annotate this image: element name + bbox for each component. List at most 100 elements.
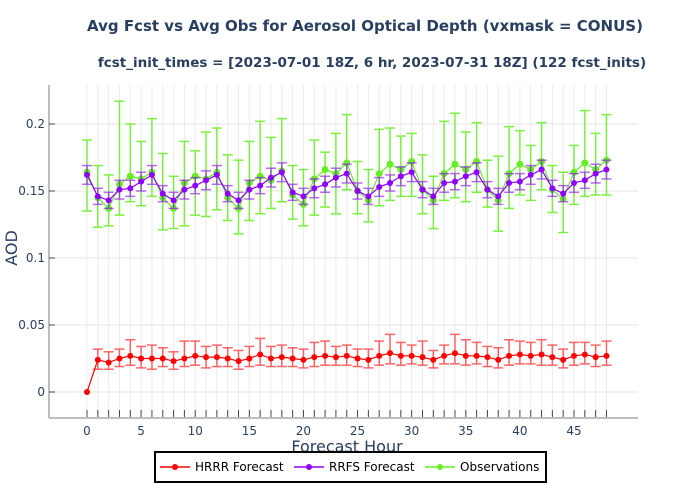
data-point-rrfs — [527, 171, 534, 178]
error-bar-hrrr — [449, 333, 460, 365]
data-point-rrfs — [235, 197, 242, 204]
x-tick-label: 35 — [458, 424, 473, 438]
data-point-rrfs — [267, 174, 274, 181]
data-point-hrrr — [181, 355, 188, 362]
data-point-rrfs — [127, 185, 134, 192]
data-point-hrrr — [148, 355, 155, 362]
data-point-rrfs — [343, 170, 350, 177]
x-tick-label: 0 — [83, 424, 91, 438]
error-bar-hrrr — [125, 338, 136, 366]
data-point-rrfs — [441, 179, 448, 186]
x-tick-label: 15 — [242, 424, 257, 438]
data-point-rrfs — [84, 171, 90, 178]
legend-marker-rrfs — [306, 464, 312, 470]
x-tick-label: 45 — [566, 424, 581, 438]
error-bar-hrrr — [460, 338, 471, 366]
data-point-rrfs — [138, 178, 145, 185]
data-point-rrfs — [213, 171, 220, 178]
data-point-hrrr — [527, 352, 534, 359]
data-point-rrfs — [506, 179, 513, 186]
data-point-rrfs — [170, 197, 177, 204]
data-point-rrfs — [397, 173, 404, 180]
data-point-hrrr — [603, 352, 610, 359]
x-tick-label: 20 — [296, 424, 311, 438]
y-axis-title: AOD — [2, 230, 21, 266]
data-point-rrfs — [300, 193, 307, 200]
error-bar-observations — [601, 113, 612, 196]
data-point-observations — [375, 170, 383, 178]
x-tick-label: 25 — [350, 424, 365, 438]
data-point-hrrr — [332, 354, 339, 361]
y-ticks: 0 0.05 0.1 0.15 0.2 — [18, 117, 55, 399]
data-point-observations — [386, 160, 394, 168]
series-rrfs — [82, 159, 612, 210]
data-point-hrrr — [419, 354, 426, 361]
data-point-rrfs — [116, 186, 123, 193]
data-point-hrrr — [116, 355, 123, 362]
data-point-rrfs — [451, 178, 458, 185]
data-point-hrrr — [473, 352, 480, 359]
data-point-rrfs — [581, 177, 588, 184]
legend: HRRR Forecast RRFS Forecast Observations — [154, 451, 547, 483]
data-point-hrrr — [376, 352, 383, 359]
data-point-rrfs — [387, 179, 394, 186]
data-point-rrfs — [549, 185, 556, 192]
legend-item-rrfs[interactable]: RRFS Forecast — [294, 460, 415, 474]
data-point-rrfs — [419, 186, 426, 193]
data-point-hrrr — [257, 351, 264, 358]
data-point-rrfs — [538, 166, 545, 173]
x-ticks: 0 5 10 15 20 25 30 35 40 45 — [83, 410, 607, 438]
legend-item-hrrr[interactable]: HRRR Forecast — [160, 460, 284, 474]
data-point-rrfs — [473, 169, 480, 176]
x-tick-label: 30 — [404, 424, 419, 438]
data-point-rrfs — [257, 182, 264, 189]
error-bar-hrrr — [504, 338, 515, 366]
y-tick-label: 0.05 — [18, 318, 45, 332]
data-point-rrfs — [560, 190, 567, 197]
data-point-hrrr — [343, 352, 350, 359]
data-point-rrfs — [430, 193, 437, 200]
data-point-hrrr — [278, 354, 285, 361]
legend-label-rrfs: RRFS Forecast — [329, 460, 415, 474]
data-point-hrrr — [267, 355, 274, 362]
data-point-hrrr — [311, 354, 318, 361]
error-bar-observations — [504, 125, 515, 210]
data-point-hrrr — [224, 355, 231, 362]
data-point-hrrr — [105, 359, 112, 366]
x-tick-label: 5 — [137, 424, 145, 438]
data-point-hrrr — [538, 351, 545, 358]
data-point-hrrr — [235, 358, 242, 365]
error-bar-observations — [255, 120, 266, 215]
error-bar-hrrr — [417, 340, 428, 366]
data-point-rrfs — [224, 190, 231, 197]
data-point-rrfs — [148, 171, 155, 178]
data-point-hrrr — [138, 355, 145, 362]
data-point-rrfs — [311, 185, 318, 192]
data-point-hrrr — [560, 356, 567, 363]
data-point-rrfs — [246, 186, 253, 193]
data-point-hrrr — [246, 355, 253, 362]
data-point-hrrr — [495, 356, 502, 363]
data-point-hrrr — [506, 352, 513, 359]
data-point-rrfs — [289, 189, 296, 196]
data-point-rrfs — [192, 182, 199, 189]
data-point-rrfs — [462, 173, 469, 180]
x-tick-label: 40 — [512, 424, 527, 438]
data-point-observations — [321, 166, 329, 174]
y-tick-label: 0.2 — [26, 117, 45, 131]
data-point-hrrr — [592, 354, 599, 361]
data-point-hrrr — [365, 356, 372, 363]
data-point-hrrr — [441, 352, 448, 359]
plot-area — [82, 100, 612, 395]
legend-marker-hrrr — [172, 464, 178, 470]
chart-title: Avg Fcst vs Avg Obs for Aerosol Optical … — [87, 17, 643, 35]
data-point-rrfs — [322, 181, 329, 188]
data-point-hrrr — [462, 352, 469, 359]
y-tick-label: 0.15 — [18, 184, 45, 198]
data-point-hrrr — [213, 354, 220, 361]
data-point-hrrr — [127, 352, 134, 359]
legend-item-observations[interactable]: Observations — [425, 460, 539, 474]
y-tick-label: 0.1 — [26, 251, 45, 265]
error-bar-observations — [276, 117, 287, 203]
data-point-rrfs — [484, 186, 491, 193]
